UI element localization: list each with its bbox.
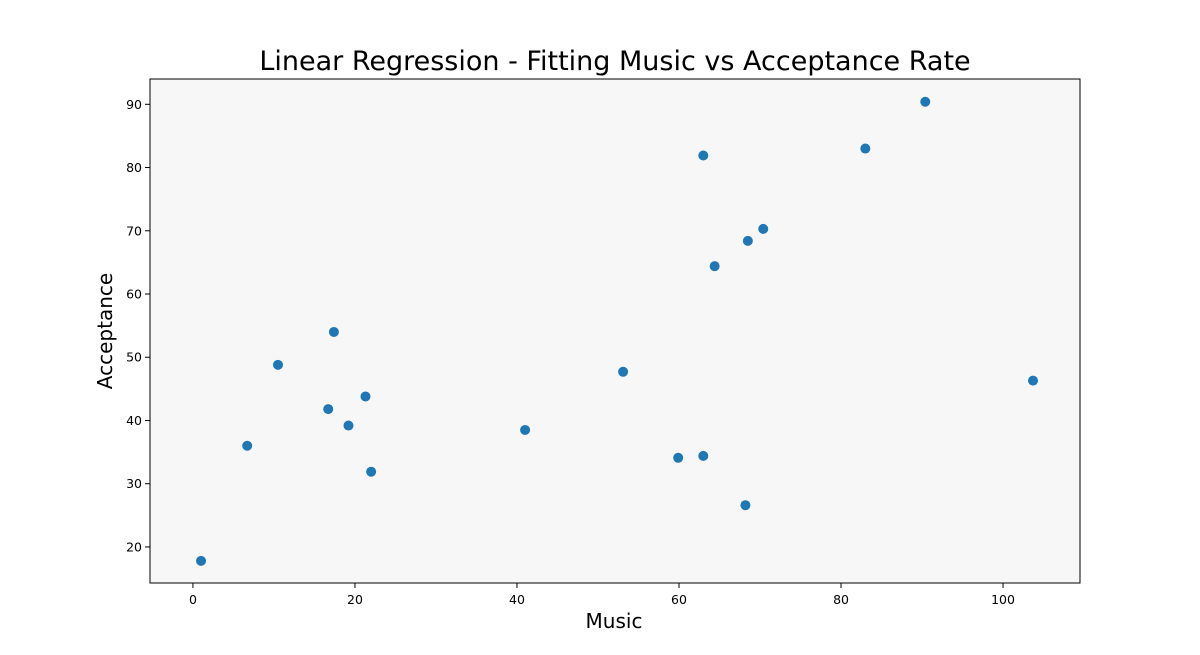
scatter-point: [698, 150, 709, 161]
scatter-point: [360, 391, 371, 402]
y-axis-label: Acceptance: [93, 273, 117, 389]
x-tick-label: 40: [509, 592, 525, 607]
data-points: [196, 96, 1039, 566]
scatter-point: [740, 500, 751, 511]
scatter-point: [673, 452, 684, 463]
scatter-point: [698, 450, 709, 461]
scatter-point: [343, 420, 354, 431]
scatter-point: [758, 223, 769, 234]
scatter-point: [618, 366, 629, 377]
scatter-point: [272, 359, 283, 370]
scatter-point: [520, 424, 531, 435]
y-tick-label: 20: [126, 539, 142, 554]
scatter-point: [242, 440, 253, 451]
plot-area: [150, 79, 1080, 583]
x-tick-label: 0: [189, 592, 197, 607]
x-tick-label: 80: [833, 592, 849, 607]
x-axis-label: Music: [586, 609, 643, 633]
x-tick-label: 20: [347, 592, 363, 607]
axis-ticks: 0 20 40 60 80 100 20 30 40 50 60 70 80 90: [126, 97, 1015, 607]
x-tick-label: 60: [671, 592, 687, 607]
scatter-point: [860, 143, 871, 154]
y-tick-label: 30: [126, 476, 142, 491]
y-tick-label: 50: [126, 350, 142, 365]
chart-title: Linear Regression - Fitting Music vs Acc…: [259, 46, 970, 77]
y-tick-label: 80: [126, 160, 142, 175]
y-tick-label: 60: [126, 287, 142, 302]
y-tick-label: 90: [126, 97, 142, 112]
scatter-point: [1028, 375, 1039, 386]
scatter-point: [366, 466, 377, 477]
scatter-point: [328, 326, 339, 337]
scatter-point: [323, 404, 334, 415]
scatter-point: [742, 235, 753, 246]
scatter-point: [920, 96, 931, 107]
scatter-point: [196, 555, 207, 566]
x-tick-label: 100: [991, 592, 1015, 607]
plot-frame: [149, 78, 1081, 584]
scatter-point: [709, 261, 720, 272]
y-tick-label: 70: [126, 223, 142, 238]
y-tick-label: 40: [126, 413, 142, 428]
